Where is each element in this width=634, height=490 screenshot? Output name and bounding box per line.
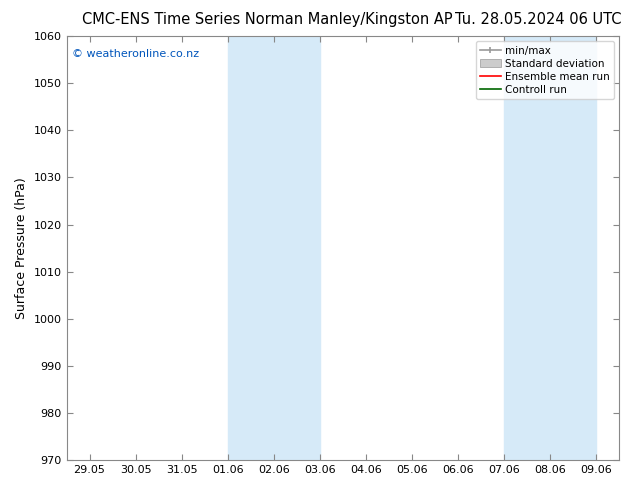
Text: Tu. 28.05.2024 06 UTC: Tu. 28.05.2024 06 UTC [455,12,621,27]
Text: © weatheronline.co.nz: © weatheronline.co.nz [72,49,199,59]
Bar [504,36,596,460]
Text: CMC-ENS Time Series Norman Manley/Kingston AP: CMC-ENS Time Series Norman Manley/Kingst… [82,12,453,27]
Bar [228,36,320,460]
Legend: min/max, Standard deviation, Ensemble mean run, Controll run: min/max, Standard deviation, Ensemble me… [476,41,614,99]
Y-axis label: Surface Pressure (hPa): Surface Pressure (hPa) [15,177,28,319]
